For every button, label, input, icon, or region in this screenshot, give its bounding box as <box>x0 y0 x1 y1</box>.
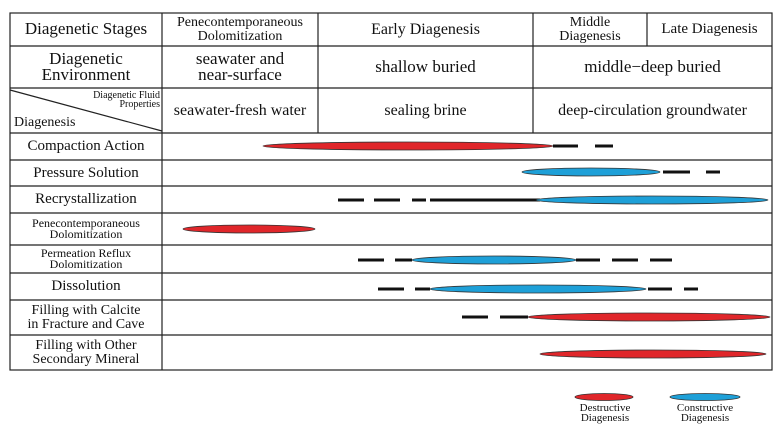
environment-cell: middle−deep buried <box>584 56 721 76</box>
header-cell: Diagenetic Stages <box>24 19 148 39</box>
fluid-cell: seawater-fresh water <box>173 101 307 119</box>
process-label: Permeation Reflux Dolomitization <box>40 245 132 271</box>
stage-header: Penecontemporaneous Dolomitization <box>177 15 303 44</box>
process-label: Dissolution <box>51 278 121 295</box>
process-label: Pressure Solution <box>33 164 139 181</box>
row-label: Diagenetic Environment <box>41 48 131 84</box>
environment-cell: seawater and near-surface <box>195 48 285 84</box>
table-grid <box>9 12 773 371</box>
process-label: Recrystallization <box>35 191 137 208</box>
diagenesis-label: Diagenesis <box>14 115 76 131</box>
legend-label: Destructive Diagenesis <box>579 401 631 424</box>
environment-cell: shallow buried <box>375 56 476 76</box>
legend-swatches <box>574 393 741 401</box>
process-label: Filling with Other Secondary Mineral <box>32 338 140 367</box>
legend-label: Constructive Diagenesis <box>676 401 734 424</box>
fluid-cell: deep-circulation groundwater <box>558 101 747 119</box>
process-label: Penecontemporaneous Dolomitization <box>32 215 140 241</box>
process-label: Compaction Action <box>27 138 145 155</box>
fluid-label: Diagenetic Fluid Properties <box>93 89 160 110</box>
process-bars <box>182 141 771 359</box>
stage-header: Early Diagenesis <box>371 20 480 38</box>
process-label: Filling with Calcite in Fracture and Cav… <box>27 303 145 332</box>
fluid-cell: sealing brine <box>384 101 467 119</box>
stage-header: Late Diagenesis <box>661 21 758 38</box>
stage-header: Middle Diagenesis <box>559 15 621 44</box>
